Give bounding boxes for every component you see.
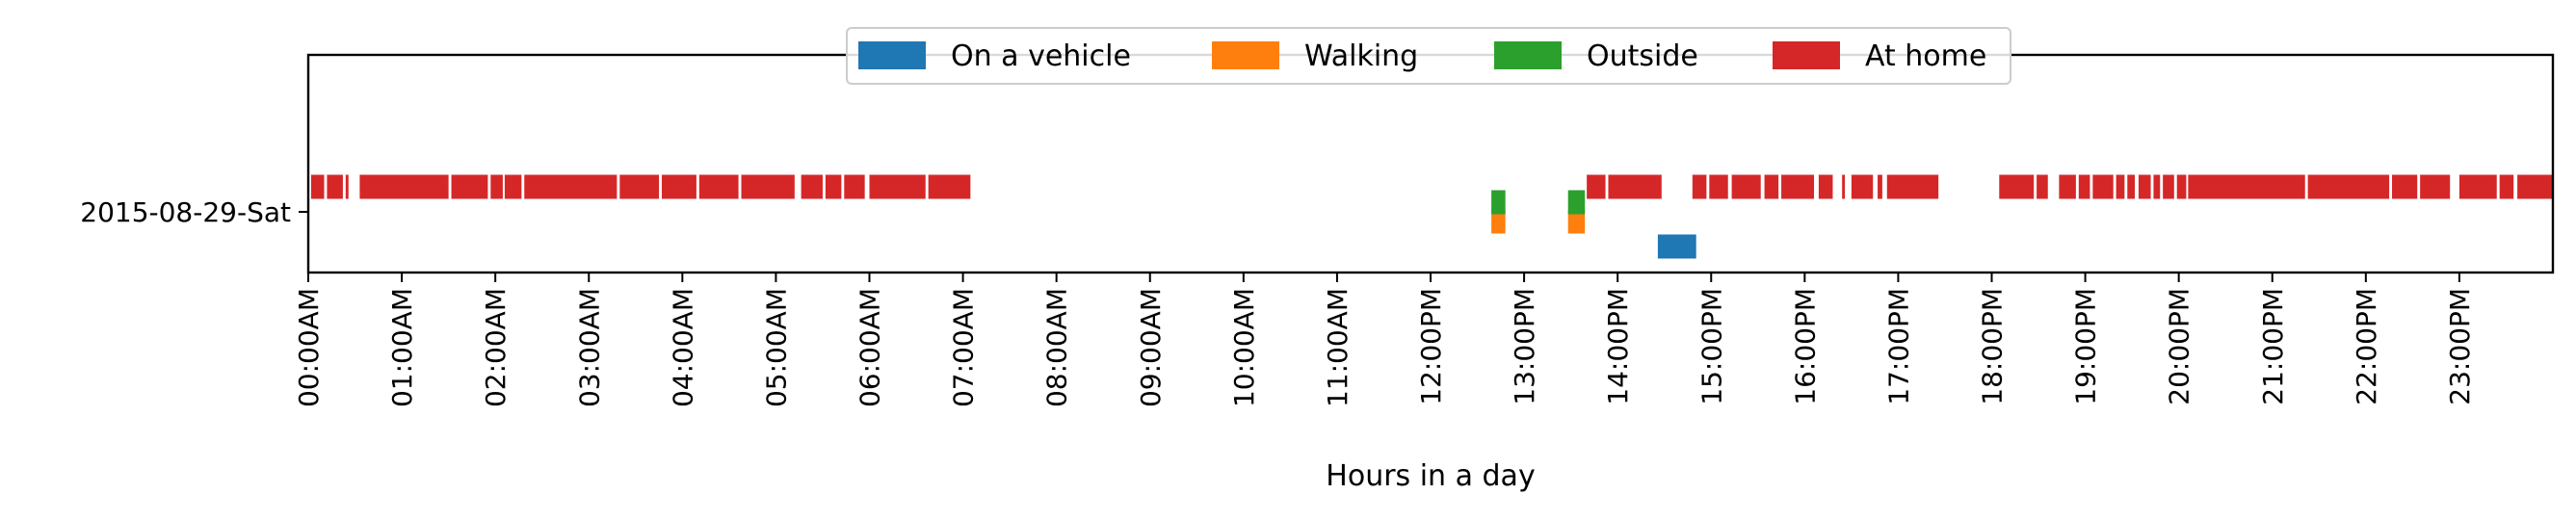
legend: On a vehicle Walking Outside At home (846, 27, 2011, 85)
at-home-bar (1851, 174, 1874, 199)
x-tick-label: 01:00AM (386, 288, 418, 407)
at-home-bar (2517, 174, 2553, 199)
at-home-bar (504, 174, 522, 199)
x-tick-label: 18:00PM (1977, 288, 2009, 405)
at-home-bar (2458, 174, 2497, 199)
at-home-bar (661, 174, 697, 199)
at-home-bar (2138, 174, 2151, 199)
x-tick-label: 10:00AM (1228, 288, 1260, 407)
outside-bar (1567, 190, 1586, 215)
legend-box (846, 27, 2011, 85)
x-tick-label: 09:00AM (1135, 288, 1167, 407)
x-tick-label: 05:00AM (760, 288, 792, 407)
x-tick-label: 17:00PM (1882, 288, 1914, 405)
at-home-bar (1587, 174, 1606, 199)
at-home-bar (619, 174, 660, 199)
x-tick-label: 15:00PM (1695, 288, 1727, 405)
at-home-bar (1764, 174, 1779, 199)
on-a-vehicle-legend-swatch (858, 41, 926, 69)
at-home-bar (1818, 174, 1833, 199)
x-tick-label: 20:00PM (2164, 288, 2195, 405)
at-home-bar (359, 174, 449, 199)
at-home-bar (2420, 174, 2451, 199)
bars-layer (310, 174, 2553, 259)
outside-bar (1491, 190, 1506, 215)
at-home-bar (2163, 174, 2174, 199)
walking-bar (1491, 209, 1506, 234)
at-home-bar (310, 174, 325, 199)
at-home-bar (741, 174, 795, 199)
x-axis-title: Hours in a day (1326, 459, 1535, 493)
legend-label: Outside (1587, 39, 1698, 73)
at-home-bar (1692, 174, 1707, 199)
at-home-bar (698, 174, 739, 199)
at-home-bar (825, 174, 842, 199)
x-tick-label: 22:00PM (2351, 288, 2382, 405)
x-tick-label: 06:00AM (854, 288, 886, 407)
x-tick-label: 12:00PM (1415, 288, 1447, 405)
at-home-bar (2078, 174, 2090, 199)
x-tick-label: 03:00AM (573, 288, 605, 407)
at-home-bar (2392, 174, 2418, 199)
at-home-bar (524, 174, 618, 199)
x-tick-label: 13:00PM (1509, 288, 1540, 405)
x-tick-label: 07:00AM (948, 288, 980, 407)
at-home-bar (2307, 174, 2390, 199)
outside-legend-swatch (1494, 41, 1562, 69)
at-home-bar (1731, 174, 1761, 199)
at-home-bar (1886, 174, 1939, 199)
walking-legend-swatch (1212, 41, 1279, 69)
at-home-bar (345, 174, 349, 199)
at-home-bar (2037, 174, 2048, 199)
at-home-bar (2059, 174, 2076, 199)
at-home-bar (869, 174, 926, 199)
at-home-bar (2176, 174, 2187, 199)
x-tick-label: 08:00AM (1041, 288, 1073, 407)
at-home-bar (451, 174, 488, 199)
x-axis: 00:00AM 01:00AM 02:00AM 03:00AM 04:00AM 05:00… (293, 273, 2476, 407)
legend-label: On a vehicle (951, 39, 1131, 73)
at-home-bar (2127, 174, 2136, 199)
x-tick-label: 23:00PM (2444, 288, 2476, 405)
at-home-bar (490, 174, 503, 199)
at-home-bar (1608, 174, 1662, 199)
x-tick-label: 04:00AM (667, 288, 698, 407)
x-tick-label: 02:00AM (480, 288, 512, 407)
y-tick-label: 2015-08-29-Sat (80, 196, 291, 228)
at-home-bar (1781, 174, 1815, 199)
at-home-bar (1878, 174, 1882, 199)
at-home-bar (2188, 174, 2305, 199)
at-home-legend-swatch (1773, 41, 1840, 69)
at-home-bar (2153, 174, 2161, 199)
x-tick-label: 19:00PM (2070, 288, 2102, 405)
legend-label: Walking (1304, 39, 1418, 73)
at-home-bar (1999, 174, 2035, 199)
x-tick-label: 14:00PM (1602, 288, 1634, 405)
at-home-bar (1709, 174, 1728, 199)
at-home-bar (2499, 174, 2514, 199)
at-home-bar (327, 174, 343, 199)
y-axis: 2015-08-29-Sat (80, 196, 308, 228)
legend-label: At home (1865, 39, 1986, 73)
at-home-bar (1842, 174, 1846, 199)
walking-bar (1567, 209, 1586, 234)
at-home-bar (2092, 174, 2114, 199)
at-home-bar (928, 174, 971, 199)
x-tick-label: 21:00PM (2257, 288, 2289, 405)
on-a-vehicle-bar (1657, 234, 1696, 259)
at-home-bar (801, 174, 823, 199)
x-tick-label: 11:00AM (1322, 288, 1354, 407)
at-home-bar (2116, 174, 2125, 199)
x-tick-label: 00:00AM (293, 288, 325, 407)
at-home-bar (844, 174, 865, 199)
x-tick-label: 16:00PM (1789, 288, 1821, 405)
